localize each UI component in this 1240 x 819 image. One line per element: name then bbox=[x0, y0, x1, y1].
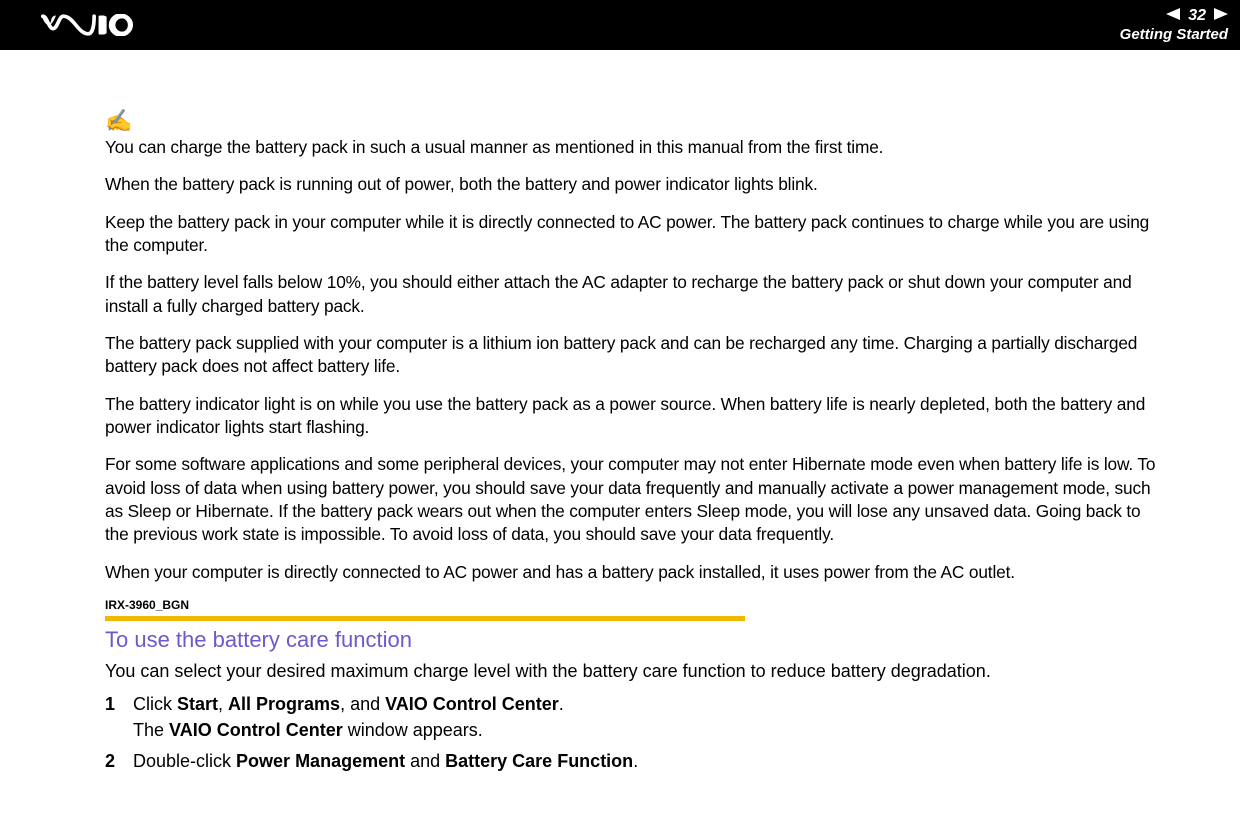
next-page-arrow-icon[interactable] bbox=[1214, 8, 1228, 24]
step-text: . bbox=[559, 694, 564, 714]
step-text: The bbox=[133, 720, 169, 740]
pencil-note-icon: ✍ bbox=[105, 110, 1160, 132]
reference-code: IRX-3960_BGN bbox=[105, 598, 1160, 612]
page-number: 32 bbox=[1188, 8, 1206, 24]
body-paragraph: If the battery level falls below 10%, yo… bbox=[105, 271, 1160, 318]
ui-label-bold: Battery Care Function bbox=[445, 751, 633, 771]
body-paragraph: When your computer is directly connected… bbox=[105, 561, 1160, 584]
page-header: 32 Getting Started bbox=[0, 0, 1240, 50]
step-body: Click Start, All Programs, and VAIO Cont… bbox=[133, 692, 1160, 743]
section-intro: You can select your desired maximum char… bbox=[105, 661, 1160, 682]
step-text: and bbox=[405, 751, 445, 771]
step-text: Double-click bbox=[133, 751, 236, 771]
body-paragraph: The battery indicator light is on while … bbox=[105, 393, 1160, 440]
ui-label-bold: Start bbox=[177, 694, 218, 714]
body-paragraph: The battery pack supplied with your comp… bbox=[105, 332, 1160, 379]
step-number: 1 bbox=[105, 692, 133, 743]
ui-label-bold: VAIO Control Center bbox=[385, 694, 559, 714]
step-body: Double-click Power Management and Batter… bbox=[133, 749, 1160, 773]
section-divider bbox=[105, 616, 745, 621]
body-paragraph: For some software applications and some … bbox=[105, 453, 1160, 546]
step-text: , bbox=[218, 694, 228, 714]
body-paragraph: Keep the battery pack in your computer w… bbox=[105, 211, 1160, 258]
step-text: , and bbox=[340, 694, 385, 714]
step-text: window appears. bbox=[343, 720, 483, 740]
body-paragraph: You can charge the battery pack in such … bbox=[105, 136, 1160, 159]
step-number: 2 bbox=[105, 749, 133, 773]
ui-label-bold: VAIO Control Center bbox=[169, 720, 343, 740]
prev-page-arrow-icon[interactable] bbox=[1166, 8, 1180, 24]
body-paragraph: When the battery pack is running out of … bbox=[105, 173, 1160, 196]
ui-label-bold: Power Management bbox=[236, 751, 405, 771]
step-item: 2 Double-click Power Management and Batt… bbox=[105, 749, 1160, 773]
step-text: Click bbox=[133, 694, 177, 714]
ui-label-bold: All Programs bbox=[228, 694, 340, 714]
section-label: Getting Started bbox=[1120, 26, 1228, 43]
step-text: . bbox=[633, 751, 638, 771]
vaio-logo bbox=[30, 14, 170, 36]
section-heading: To use the battery care function bbox=[105, 627, 1160, 653]
page-content: ✍ You can charge the battery pack in suc… bbox=[0, 50, 1240, 773]
header-right: 32 Getting Started bbox=[1120, 8, 1228, 43]
step-item: 1 Click Start, All Programs, and VAIO Co… bbox=[105, 692, 1160, 743]
